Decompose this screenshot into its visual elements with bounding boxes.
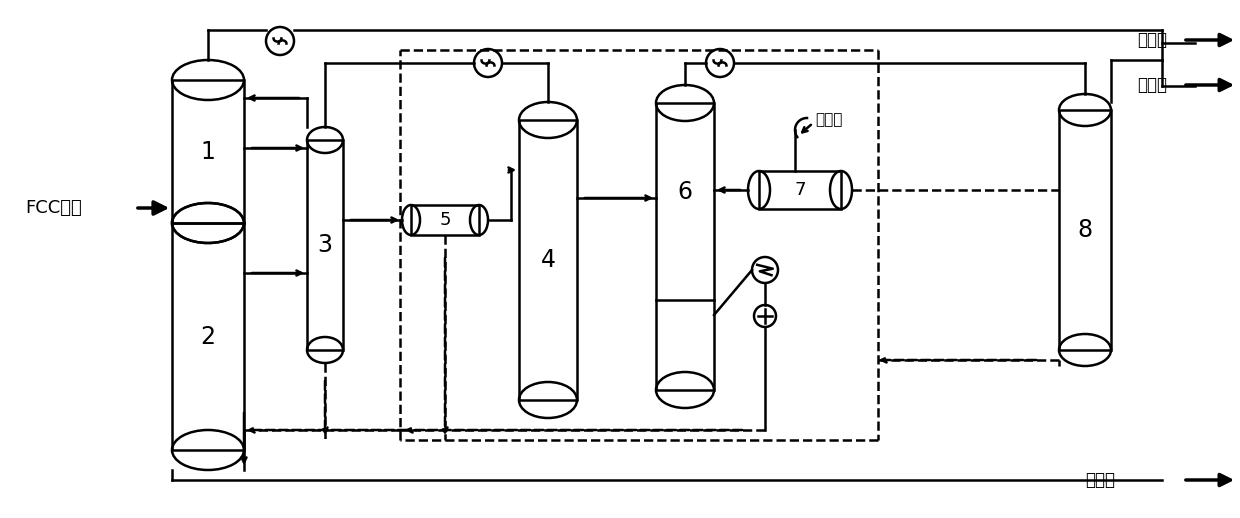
Bar [410, 205, 479, 235]
Text: 轻烯烃: 轻烯烃 [1085, 471, 1115, 489]
Bar [759, 171, 841, 209]
Bar [1059, 110, 1111, 350]
Text: 抽真空: 抽真空 [815, 112, 842, 127]
Bar [308, 140, 343, 350]
Bar [520, 120, 577, 400]
Text: 3: 3 [317, 233, 332, 257]
Text: 2: 2 [201, 324, 216, 349]
Text: 萃余油: 萃余油 [1137, 31, 1167, 49]
Text: 4: 4 [541, 248, 556, 272]
Bar [172, 80, 244, 223]
Text: 萃取油: 萃取油 [1137, 76, 1167, 94]
Text: 7: 7 [795, 181, 806, 199]
Text: FCC汽油: FCC汽油 [25, 199, 82, 217]
Bar [172, 223, 244, 450]
Text: 5: 5 [439, 211, 451, 229]
Bar [656, 103, 714, 390]
Text: 8: 8 [1078, 218, 1092, 242]
Text: 1: 1 [201, 139, 216, 164]
Text: 6: 6 [677, 180, 692, 204]
